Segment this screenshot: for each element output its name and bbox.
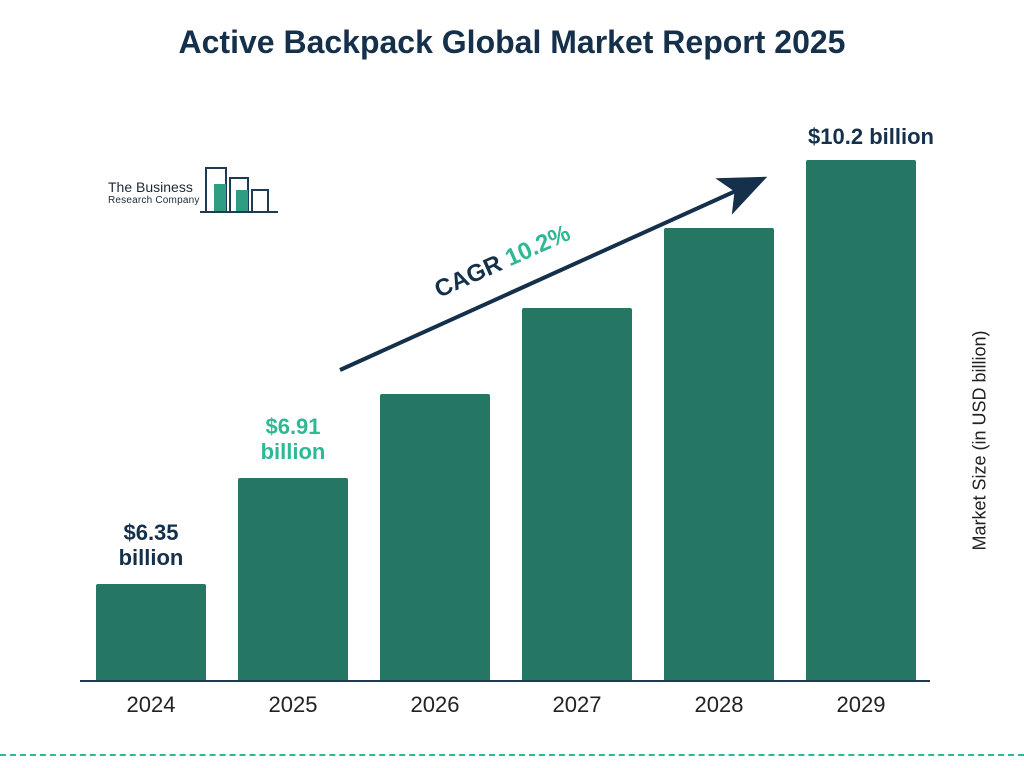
logo-text: The Business Research Company (108, 180, 200, 208)
bar-2028 (664, 228, 774, 680)
cagr-value: 10.2% (501, 220, 574, 272)
value-label-2025: $6.91 billion (228, 414, 358, 465)
x-label-2024: 2024 (86, 692, 216, 718)
value-label-2024: $6.35 billion (86, 520, 216, 571)
bar-2029 (806, 160, 916, 680)
logo-line2: Research Company (108, 194, 200, 208)
chart-baseline (80, 680, 930, 682)
cagr-label: CAGR 10.2% (431, 220, 575, 305)
x-label-2028: 2028 (654, 692, 784, 718)
bar-2027 (522, 308, 632, 680)
x-label-2029: 2029 (796, 692, 926, 718)
bar-2024 (96, 584, 206, 680)
logo-buildings-icon (200, 156, 280, 224)
bottom-dashed-divider (0, 754, 1024, 756)
cagr-prefix: CAGR (431, 247, 513, 303)
chart-title: Active Backpack Global Market Report 202… (0, 24, 1024, 61)
company-logo: The Business Research Company (108, 156, 288, 234)
bar-2025 (238, 478, 348, 680)
x-label-2027: 2027 (512, 692, 642, 718)
y-axis-label: Market Size (in USD billion) (970, 330, 991, 550)
logo-line1: The Business (108, 180, 200, 194)
x-label-2025: 2025 (228, 692, 358, 718)
x-label-2026: 2026 (370, 692, 500, 718)
bar-2026 (380, 394, 490, 680)
value-label-2029: $10.2 billion (776, 124, 966, 149)
